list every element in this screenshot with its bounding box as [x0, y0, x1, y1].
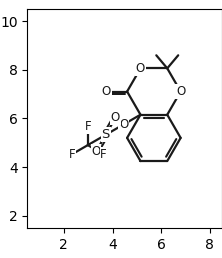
Text: F: F	[100, 148, 107, 161]
Text: O: O	[136, 62, 145, 75]
Text: O: O	[176, 85, 185, 98]
Text: O: O	[111, 111, 120, 124]
Text: F: F	[85, 120, 91, 133]
Text: O: O	[91, 145, 101, 158]
Text: S: S	[101, 128, 110, 141]
Text: O: O	[102, 85, 111, 98]
Text: F: F	[69, 148, 75, 161]
Text: O: O	[119, 118, 128, 131]
